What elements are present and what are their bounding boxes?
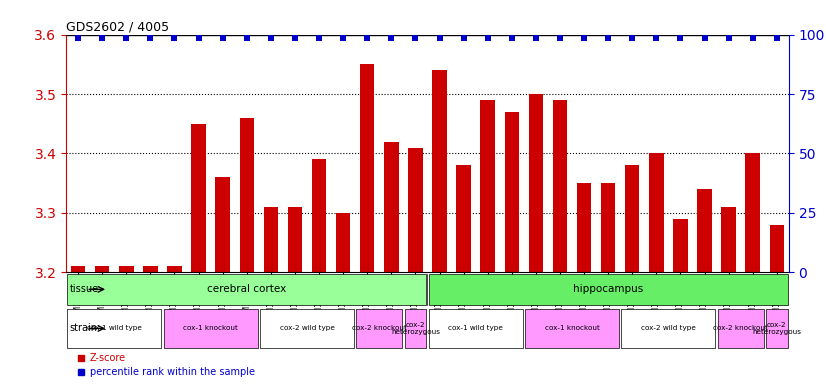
Text: hippocampus: hippocampus xyxy=(573,284,643,295)
Bar xyxy=(721,207,736,272)
Text: cox-1 wild type: cox-1 wild type xyxy=(449,325,503,331)
Text: cox-1 wild type: cox-1 wild type xyxy=(87,325,142,331)
Text: cox-2 knockout: cox-2 knockout xyxy=(713,325,768,331)
Text: strain: strain xyxy=(69,323,97,333)
Text: Z-score: Z-score xyxy=(90,353,126,363)
Bar xyxy=(311,159,326,272)
Text: cox-1 knockout: cox-1 knockout xyxy=(183,325,238,331)
Bar xyxy=(529,94,544,272)
Text: percentile rank within the sample: percentile rank within the sample xyxy=(90,367,255,377)
Text: cox-2 wild type: cox-2 wild type xyxy=(641,325,695,331)
FancyBboxPatch shape xyxy=(405,309,426,348)
Bar xyxy=(119,266,134,272)
Bar xyxy=(505,112,519,272)
Bar xyxy=(673,219,687,272)
Bar xyxy=(577,183,591,272)
Bar xyxy=(408,147,423,272)
Text: cox-2 wild type: cox-2 wild type xyxy=(279,325,335,331)
FancyBboxPatch shape xyxy=(164,309,258,348)
Text: GDS2602 / 4005: GDS2602 / 4005 xyxy=(66,20,169,33)
Bar xyxy=(336,213,350,272)
Bar xyxy=(481,100,495,272)
Bar xyxy=(697,189,712,272)
FancyBboxPatch shape xyxy=(718,309,763,348)
Text: cox-2
heterozygous: cox-2 heterozygous xyxy=(752,322,801,335)
Bar xyxy=(192,124,206,272)
Text: tissue: tissue xyxy=(69,284,99,295)
Bar xyxy=(360,64,374,272)
Bar xyxy=(143,266,158,272)
FancyBboxPatch shape xyxy=(67,274,426,305)
Bar xyxy=(432,70,447,272)
FancyBboxPatch shape xyxy=(67,309,161,348)
Text: cox-1 knockout: cox-1 knockout xyxy=(544,325,600,331)
Bar xyxy=(216,177,230,272)
Bar xyxy=(649,154,663,272)
Bar xyxy=(287,207,302,272)
Bar xyxy=(95,266,109,272)
Bar xyxy=(263,207,278,272)
Bar xyxy=(553,100,567,272)
FancyBboxPatch shape xyxy=(429,309,523,348)
Bar xyxy=(770,225,784,272)
FancyBboxPatch shape xyxy=(260,309,354,348)
Text: cerebral cortex: cerebral cortex xyxy=(207,284,287,295)
Bar xyxy=(745,154,760,272)
Text: cox-2
heterozygous: cox-2 heterozygous xyxy=(391,322,440,335)
FancyBboxPatch shape xyxy=(525,309,619,348)
Bar xyxy=(240,118,254,272)
FancyBboxPatch shape xyxy=(621,309,715,348)
Bar xyxy=(71,266,85,272)
Bar xyxy=(601,183,615,272)
Bar xyxy=(625,166,639,272)
Bar xyxy=(167,266,182,272)
Bar xyxy=(384,142,398,272)
FancyBboxPatch shape xyxy=(766,309,788,348)
FancyBboxPatch shape xyxy=(356,309,402,348)
Text: cox-2 knockout: cox-2 knockout xyxy=(352,325,406,331)
Bar xyxy=(456,166,471,272)
FancyBboxPatch shape xyxy=(429,274,788,305)
